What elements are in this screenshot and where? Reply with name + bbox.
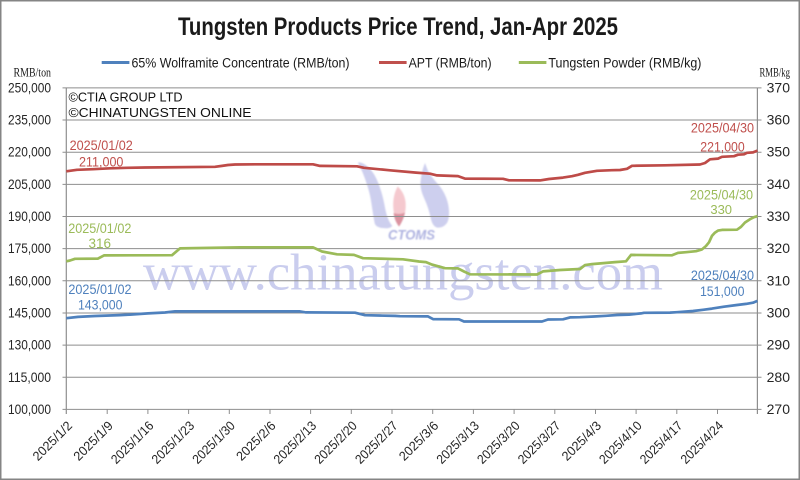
svg-text:2025/04/30: 2025/04/30 [691,121,754,136]
svg-text:©CHINATUNGSTEN ONLINE: ©CHINATUNGSTEN ONLINE [69,105,252,120]
svg-text:2025/04/30: 2025/04/30 [691,268,754,283]
svg-text:320: 320 [767,240,791,256]
svg-text:Tungsten Powder (RMB/kg): Tungsten Powder (RMB/kg) [548,55,701,70]
svg-text:220,000: 220,000 [8,145,51,160]
svg-text:2025/01/02: 2025/01/02 [70,138,133,153]
svg-text:300: 300 [767,305,791,321]
svg-text:280: 280 [767,369,791,385]
svg-text:290: 290 [767,337,791,353]
svg-text:100,000: 100,000 [8,402,51,417]
svg-text:2025/04/30: 2025/04/30 [690,188,753,203]
svg-text:CTOMS: CTOMS [388,227,436,243]
svg-text:2025/01/02: 2025/01/02 [68,221,131,236]
svg-text:www.chinatungsten.com: www.chinatungsten.com [143,245,663,302]
svg-text:250,000: 250,000 [8,80,51,95]
svg-text:2025/01/02: 2025/01/02 [68,282,131,297]
svg-text:145,000: 145,000 [8,306,51,321]
svg-text:Tungsten Products Price Trend,: Tungsten Products Price Trend, Jan-Apr 2… [178,13,618,41]
svg-text:316: 316 [89,236,112,251]
svg-text:211,000: 211,000 [79,155,124,170]
svg-text:151,000: 151,000 [700,284,745,299]
svg-text:115,000: 115,000 [8,370,51,385]
svg-text:APT (RMB/ton): APT (RMB/ton) [409,55,492,70]
svg-text:160,000: 160,000 [8,273,51,288]
svg-text:130,000: 130,000 [8,338,51,353]
svg-text:RMB/ton: RMB/ton [14,66,52,80]
svg-text:330: 330 [710,202,732,217]
svg-text:175,000: 175,000 [8,241,51,256]
svg-text:205,000: 205,000 [8,177,51,192]
svg-text:143,000: 143,000 [78,298,123,313]
svg-text:310: 310 [767,272,791,288]
svg-text:360: 360 [767,112,791,128]
svg-text:©CTIA GROUP LTD: ©CTIA GROUP LTD [69,89,183,104]
svg-text:330: 330 [767,208,791,224]
svg-text:190,000: 190,000 [8,209,51,224]
svg-text:370: 370 [767,79,791,95]
svg-text:340: 340 [767,176,791,192]
svg-text:235,000: 235,000 [8,113,51,128]
svg-text:270: 270 [767,401,791,417]
svg-text:221,000: 221,000 [700,139,745,154]
svg-text:65% Wolframite Concentrate (RM: 65% Wolframite Concentrate (RMB/ton) [132,55,350,70]
svg-text:350: 350 [767,144,791,160]
svg-text:RMB/kg: RMB/kg [760,66,791,80]
